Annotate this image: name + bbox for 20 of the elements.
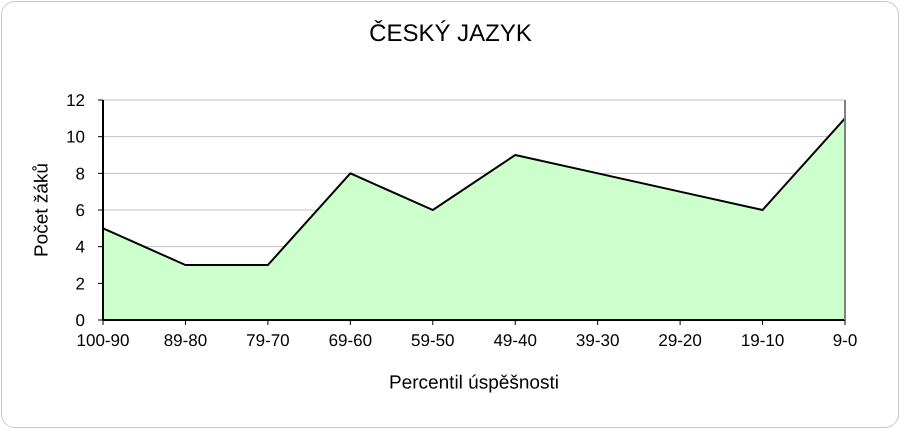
x-tick-label: 100-90 — [76, 331, 130, 350]
x-tick-label: 69-60 — [328, 331, 372, 350]
x-tick-label: 9-0 — [832, 331, 858, 350]
x-tick-label: 29-20 — [658, 331, 702, 350]
y-tick-label: 8 — [76, 164, 85, 184]
x-tick-label: 19-10 — [740, 331, 784, 350]
x-axis-title: Percentil úspěšnosti — [388, 372, 560, 394]
x-tick-label: 59-50 — [411, 331, 455, 350]
x-tick-label: 49-40 — [493, 331, 537, 350]
y-tick-label: 12 — [66, 91, 85, 110]
x-tick-label: 39-30 — [576, 331, 620, 350]
y-tick-label: 4 — [76, 238, 85, 257]
x-tick-label: 79-70 — [246, 331, 290, 350]
y-tick-label: 6 — [76, 201, 85, 220]
x-tick-label: 89-80 — [164, 331, 208, 350]
y-axis-title: Počet žáků — [32, 163, 52, 257]
y-tick-label: 2 — [76, 274, 85, 294]
chart-title: ČESKÝ JAZYK — [368, 19, 533, 49]
y-tick-label: 10 — [66, 128, 85, 147]
y-tick-label: 0 — [76, 311, 85, 330]
